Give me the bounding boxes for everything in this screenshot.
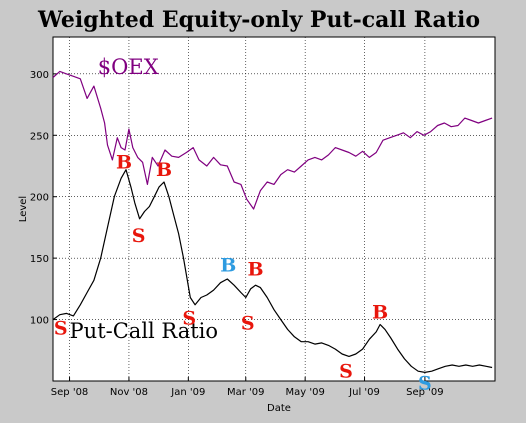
sell-signal-label: S <box>182 307 196 329</box>
buy-signal-label: B <box>116 151 132 173</box>
signal-annotations: S B S B S B S B S B S <box>54 151 432 394</box>
x-axis-label: Date <box>267 403 291 414</box>
sell-signal-label: S <box>54 317 68 339</box>
buy-signal-label: B <box>247 258 263 280</box>
buy-signal-label: B <box>220 255 236 277</box>
plot-area <box>52 36 496 382</box>
x-tick-label: Jan '09 <box>170 387 205 398</box>
sell-signal-label: S <box>241 312 255 334</box>
x-tick-label: Nov '08 <box>110 387 148 398</box>
x-tick-label: May '09 <box>285 387 324 398</box>
y-tick-label: 300 <box>30 70 49 81</box>
series-label: Put-Call Ratio <box>70 319 219 343</box>
sell-signal-label: S <box>132 225 146 247</box>
chart-title: Weighted Equity-only Put-call Ratio <box>37 7 480 33</box>
y-tick-label: 100 <box>30 316 49 327</box>
y-tick-label: 200 <box>30 193 49 204</box>
buy-signal-label: B <box>372 301 388 323</box>
y-axis-label: Level <box>18 196 29 222</box>
series-label: $OEX <box>98 55 159 79</box>
y-tick-label: 150 <box>30 254 49 265</box>
sell-signal-label: S <box>418 373 432 395</box>
sell-signal-label: S <box>339 360 353 382</box>
buy-signal-label: B <box>156 159 172 181</box>
series-labels: $OEX Put-Call Ratio <box>70 55 219 343</box>
series-lines <box>52 70 493 373</box>
x-tick-label: Sep '09 <box>406 387 444 398</box>
series-line-put-call-ratio <box>52 169 493 373</box>
x-tick-label: Jul '09 <box>348 387 380 398</box>
x-tick-label: Sep '08 <box>51 387 89 398</box>
y-tick-label: 250 <box>30 131 49 142</box>
y-axis: 100 150 200 250 300 <box>30 70 57 327</box>
x-axis: Sep '08 Nov '08 Jan '09 Mar '09 May '09 Jul '… <box>51 377 444 398</box>
x-tick-label: Mar '09 <box>227 387 265 398</box>
gridlines <box>53 37 495 381</box>
series-line-oex <box>52 70 493 210</box>
